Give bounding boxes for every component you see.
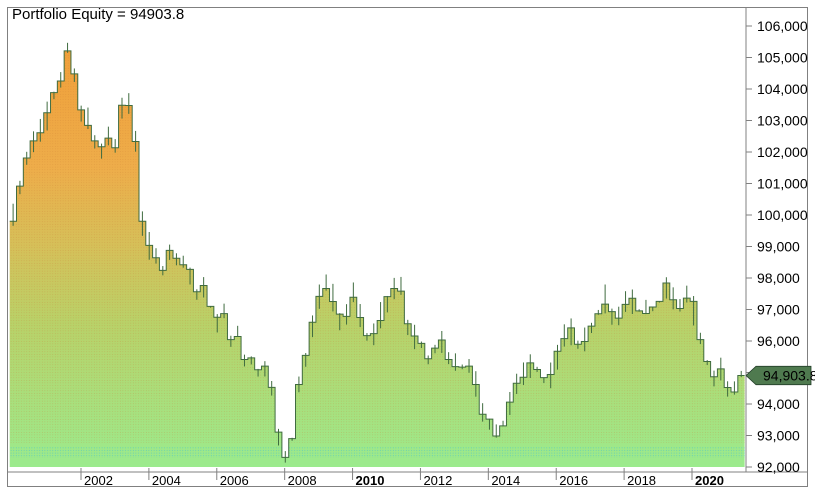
svg-text:94,000: 94,000 xyxy=(757,396,800,412)
svg-text:92,000: 92,000 xyxy=(757,459,800,475)
svg-text:2002: 2002 xyxy=(84,473,113,488)
svg-text:94,903.8: 94,903.8 xyxy=(763,368,815,384)
svg-text:2004: 2004 xyxy=(152,473,181,488)
svg-text:2006: 2006 xyxy=(220,473,249,488)
svg-text:96,000: 96,000 xyxy=(757,333,800,349)
svg-text:104,000: 104,000 xyxy=(757,81,808,97)
svg-text:2016: 2016 xyxy=(559,473,588,488)
svg-text:99,000: 99,000 xyxy=(757,239,800,255)
svg-text:103,000: 103,000 xyxy=(757,113,808,129)
svg-text:102,000: 102,000 xyxy=(757,144,808,160)
svg-text:2018: 2018 xyxy=(627,473,656,488)
svg-text:100,000: 100,000 xyxy=(757,207,808,223)
svg-text:101,000: 101,000 xyxy=(757,176,808,192)
svg-text:2014: 2014 xyxy=(491,473,520,488)
svg-text:105,000: 105,000 xyxy=(757,50,808,66)
svg-text:2012: 2012 xyxy=(423,473,452,488)
svg-text:2008: 2008 xyxy=(288,473,317,488)
svg-text:2010: 2010 xyxy=(356,473,385,488)
svg-text:93,000: 93,000 xyxy=(757,428,800,444)
svg-text:106,000: 106,000 xyxy=(757,18,808,34)
svg-text:2020: 2020 xyxy=(695,473,724,488)
svg-text:97,000: 97,000 xyxy=(757,302,800,318)
svg-text:98,000: 98,000 xyxy=(757,270,800,286)
